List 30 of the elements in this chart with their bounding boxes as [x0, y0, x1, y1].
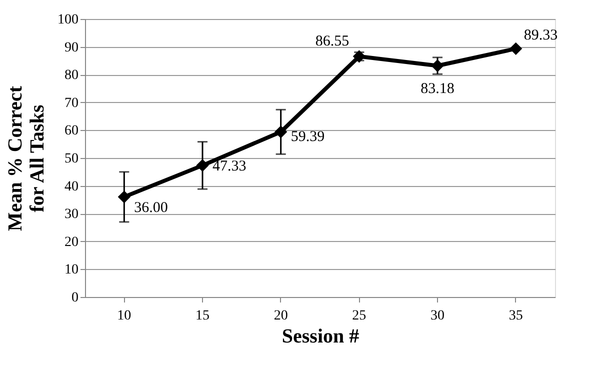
x-tick-label: 25	[352, 308, 366, 324]
y-tick-label: 10	[64, 262, 78, 278]
y-axis-title: Mean % Correct for All Tasks	[4, 86, 48, 232]
y-tick-label: 50	[64, 152, 78, 166]
x-tick-label: 10	[117, 308, 132, 324]
y-tick-label: 80	[64, 68, 78, 84]
y-tick-label: 0	[72, 290, 78, 306]
data-label: 89.33	[524, 28, 558, 44]
y-tick-label: 40	[64, 179, 78, 194]
data-label: 59.39	[290, 128, 325, 145]
x-tick-label: 30	[430, 308, 444, 324]
data-label: 86.55	[315, 33, 350, 50]
point	[196, 159, 209, 172]
y-tick-label: 90	[64, 40, 78, 56]
point	[510, 42, 522, 55]
y-tick-label: 30	[64, 207, 78, 222]
data-label: 83.18	[420, 80, 454, 97]
y-tick-label: 100	[58, 12, 78, 28]
point	[118, 190, 130, 204]
x-axis-title: Session #	[282, 326, 360, 348]
y-tick-label: 70	[64, 96, 78, 111]
y-tick-label: 60	[64, 124, 78, 139]
x-tick-label: 20	[274, 308, 288, 324]
data-label: 36.00	[134, 200, 168, 216]
data-label: 47.33	[212, 158, 246, 174]
point	[431, 59, 444, 72]
x-tick-label: 35	[508, 308, 523, 324]
point	[274, 126, 288, 138]
y-tick-label: 20	[64, 234, 78, 250]
x-tick-label: 15	[196, 308, 210, 324]
